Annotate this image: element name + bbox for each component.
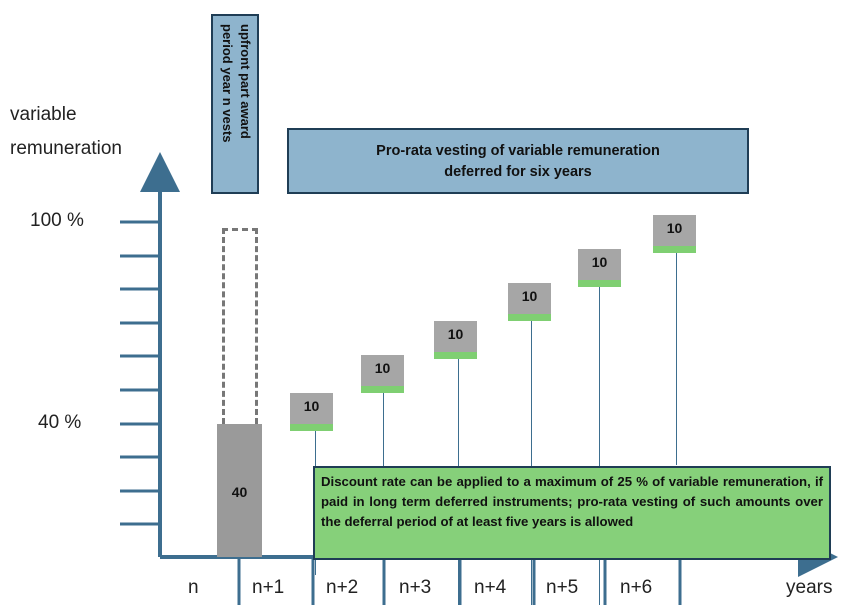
step-strip	[434, 352, 477, 359]
x-label-n: n	[188, 577, 199, 598]
y-axis-label-line1: variable	[10, 104, 77, 125]
banner-line2: deferred for six years	[444, 164, 592, 180]
y-axis-label-line2: remuneration	[10, 138, 122, 159]
tick-label-100: 100 %	[30, 210, 84, 231]
connector-line	[531, 320, 532, 605]
step-value: 10	[591, 254, 608, 270]
x-label-n5: n+5	[546, 577, 579, 598]
upfront-award-box: upfront part award period year n vests	[211, 14, 259, 194]
deferred-step-2: 10	[361, 355, 404, 393]
y-ticks	[120, 220, 160, 526]
x-axis-unit: years	[786, 577, 833, 598]
full-award-outline	[222, 228, 258, 424]
x-label-n6: n+6	[620, 577, 653, 598]
x-label-n1: n+1	[252, 577, 285, 598]
deferred-step-3: 10	[434, 321, 477, 359]
step-strip	[361, 386, 404, 393]
step-strip	[290, 424, 333, 431]
step-value: 10	[447, 326, 464, 342]
banner-line1: Pro-rata vesting of variable remuneratio…	[376, 143, 660, 159]
y-axis-label: variable remuneration	[10, 98, 122, 166]
deferred-step-1: 10	[290, 393, 333, 431]
upfront-line2: period year n vests	[220, 24, 235, 143]
step-value: 10	[303, 398, 320, 414]
tick-label-40: 40 %	[38, 412, 82, 433]
x-label-n2: n+2	[326, 577, 359, 598]
connector-line	[599, 286, 600, 605]
deferral-banner: Pro-rata vesting of variable remuneratio…	[287, 128, 749, 194]
upfront-line1: upfront part award	[238, 24, 253, 139]
step-strip	[653, 246, 696, 253]
step-value: 10	[666, 220, 683, 236]
step-strip	[508, 314, 551, 321]
step-value: 10	[521, 288, 538, 304]
upfront-bar: 40	[217, 424, 262, 557]
upfront-value: 40	[231, 484, 248, 500]
discount-rate-note: Discount rate can be applied to a maximu…	[313, 466, 831, 560]
deferred-step-6: 10	[653, 215, 696, 253]
x-label-n3: n+3	[399, 577, 432, 598]
x-ticks	[237, 557, 682, 605]
step-strip	[578, 280, 621, 287]
step-value: 10	[374, 360, 391, 376]
x-label-n4: n+4	[474, 577, 507, 598]
deferred-step-5: 10	[578, 249, 621, 287]
deferred-step-4: 10	[508, 283, 551, 321]
connector-line	[676, 253, 677, 465]
